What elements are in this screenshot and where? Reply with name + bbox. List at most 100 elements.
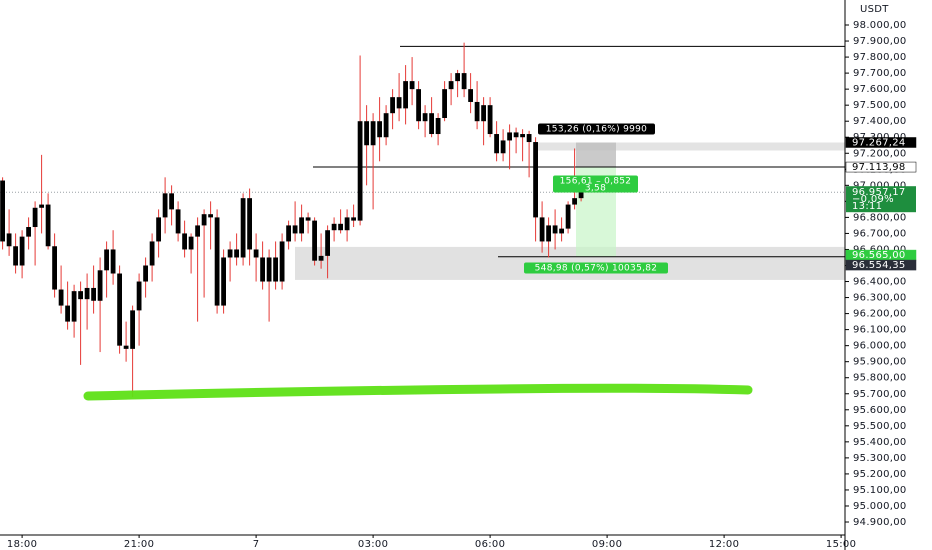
annotation-subtext: 3,58 <box>585 184 606 194</box>
y-tick-label: 95.600,00 <box>853 405 907 416</box>
candle-body <box>162 193 168 218</box>
candle-body <box>526 134 532 143</box>
y-tick-label: 97.900,00 <box>853 36 907 47</box>
candle-body <box>299 217 304 234</box>
candle-body <box>201 214 207 226</box>
candle-body <box>195 225 200 237</box>
price-axis-panel <box>845 0 932 550</box>
candle-body <box>6 233 12 247</box>
price-tag <box>845 161 917 173</box>
candle-body <box>344 217 350 231</box>
candle-body <box>513 132 519 138</box>
candle-body <box>182 233 187 250</box>
candle-body <box>143 265 148 282</box>
y-tick-label: 95.200,00 <box>853 469 907 480</box>
candle-body <box>422 113 428 122</box>
candle-body <box>383 113 389 138</box>
candle-body <box>13 246 18 266</box>
candle-body <box>546 225 551 242</box>
annotation-text: 156,61 – 0,852 <box>560 177 632 187</box>
candle-body <box>292 225 298 234</box>
candle-body <box>19 236 25 266</box>
candle-body <box>136 281 142 311</box>
candle-body <box>455 73 460 82</box>
candle-body <box>91 287 96 301</box>
candle-body <box>0 180 6 242</box>
candle-body <box>221 257 226 306</box>
candle-body <box>208 214 213 218</box>
candle-body <box>130 310 135 349</box>
current-price-timer: 13:11 <box>852 201 882 212</box>
candle-body <box>175 209 181 234</box>
candle-body <box>377 121 382 138</box>
candle-body <box>149 241 155 266</box>
candle-body <box>260 257 265 282</box>
y-tick-label: 95.400,00 <box>853 437 907 448</box>
annotation-box <box>553 175 638 193</box>
candle-body <box>396 97 402 109</box>
candle-body <box>318 255 324 261</box>
candle-body <box>156 217 161 242</box>
candle-body <box>494 134 499 154</box>
candle-body <box>253 249 259 258</box>
annotation-text: 153,26 (0,16%) 9990 <box>546 125 647 135</box>
candle-body <box>364 121 369 146</box>
y-tick-label: 96.200,00 <box>853 309 907 320</box>
candle-body <box>214 217 220 306</box>
y-tick-label: 95.900,00 <box>853 357 907 368</box>
candle-body <box>474 101 480 122</box>
candle-body <box>65 305 70 322</box>
candle-body <box>279 241 285 282</box>
y-tick-label: 97.400,00 <box>853 116 907 127</box>
time-axis-panel <box>0 535 932 550</box>
price-tag-label: 96.554,35 <box>852 260 906 271</box>
candle-body <box>403 81 408 109</box>
candle-body <box>32 207 38 228</box>
candle-body <box>71 291 77 322</box>
annotation-box <box>524 262 668 274</box>
y-tick-label: 97.600,00 <box>853 84 907 95</box>
annotation-text: 548,98 (0,57%) 10035,82 <box>535 264 658 274</box>
candle-body <box>448 81 454 90</box>
y-tick-label: 96.000,00 <box>853 341 907 352</box>
candle-body <box>273 257 278 282</box>
y-tick-label: 97.000,00 <box>853 180 907 191</box>
x-tick-label: 03:00 <box>358 539 388 550</box>
y-tick-label: 95.500,00 <box>853 421 907 432</box>
candle-body <box>26 227 31 237</box>
y-tick-label: 97.800,00 <box>853 52 907 63</box>
y-tick-label: 96.800,00 <box>853 212 907 223</box>
candle-body <box>357 121 363 221</box>
candle-body <box>312 220 317 261</box>
candle-body <box>227 249 233 258</box>
y-tick-label: 96.700,00 <box>853 228 907 239</box>
candle-body <box>110 249 116 274</box>
candle-body <box>331 223 337 231</box>
candle-body <box>104 249 109 271</box>
current-price-change: −0,09% <box>852 194 894 205</box>
y-tick-label: 94.900,00 <box>853 517 907 528</box>
candle-body <box>559 228 564 234</box>
candle-body <box>461 73 467 90</box>
candle-body <box>117 273 122 346</box>
current-price-tag <box>846 186 916 213</box>
y-tick-label: 95.800,00 <box>853 373 907 384</box>
x-tick-label: 06:00 <box>475 539 505 550</box>
candle-body <box>565 204 571 229</box>
candle-body <box>409 81 415 90</box>
candle-body <box>52 246 57 290</box>
y-tick-label: 97.200,00 <box>853 148 907 159</box>
candle-body <box>338 223 343 231</box>
candle-body <box>468 89 473 102</box>
candle-body <box>500 140 506 154</box>
annotation-box <box>538 123 655 135</box>
y-tick-label: 95.700,00 <box>853 389 907 400</box>
price-tag-label: 96.565,00 <box>852 250 906 261</box>
candle-body <box>442 89 447 118</box>
candle-body <box>572 198 577 205</box>
candle-body <box>435 117 441 135</box>
price-tag-label: 97.267,24 <box>852 137 906 148</box>
candle-body <box>84 287 90 300</box>
candle-body <box>240 198 246 258</box>
candle-body <box>325 230 330 256</box>
